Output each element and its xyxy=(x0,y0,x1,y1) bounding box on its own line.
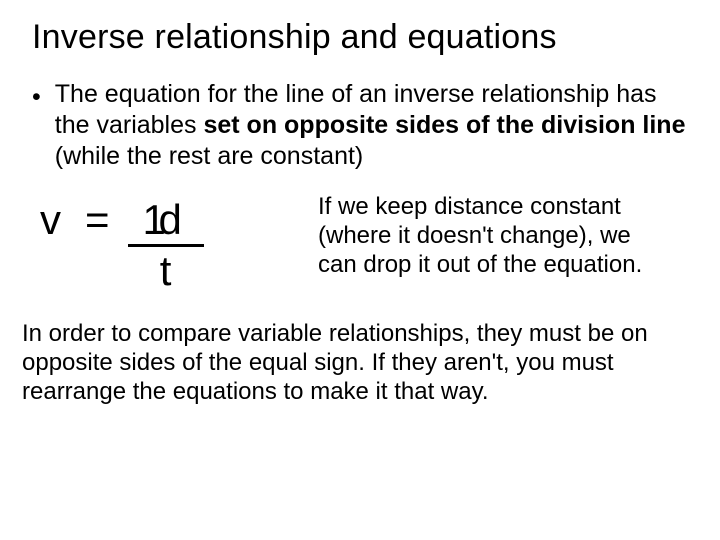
para1-part-c: (while the rest are constant) xyxy=(55,142,363,170)
equation-and-note-row: v = 1 d t If we keep distance constant (… xyxy=(40,198,698,293)
equation-fraction: 1 d t xyxy=(128,198,204,293)
paragraph-1: The equation for the line of an inverse … xyxy=(55,79,688,172)
bullet-marker: • xyxy=(32,81,41,113)
side-note: If we keep distance constant (where it d… xyxy=(318,192,648,279)
numerator-d: d xyxy=(159,198,182,242)
slide: Inverse relationship and equations • The… xyxy=(0,0,720,540)
fraction-denominator: t xyxy=(160,249,172,293)
equation-v: v xyxy=(40,198,61,242)
equation: v = 1 d t xyxy=(40,198,290,293)
paragraph-2: In order to compare variable relationshi… xyxy=(22,319,690,406)
slide-title: Inverse relationship and equations xyxy=(32,18,698,57)
para1-part-b: set on opposite sides of the division li… xyxy=(203,111,685,139)
equation-equals: = xyxy=(85,198,110,242)
bullet-item: • The equation for the line of an invers… xyxy=(32,79,688,172)
